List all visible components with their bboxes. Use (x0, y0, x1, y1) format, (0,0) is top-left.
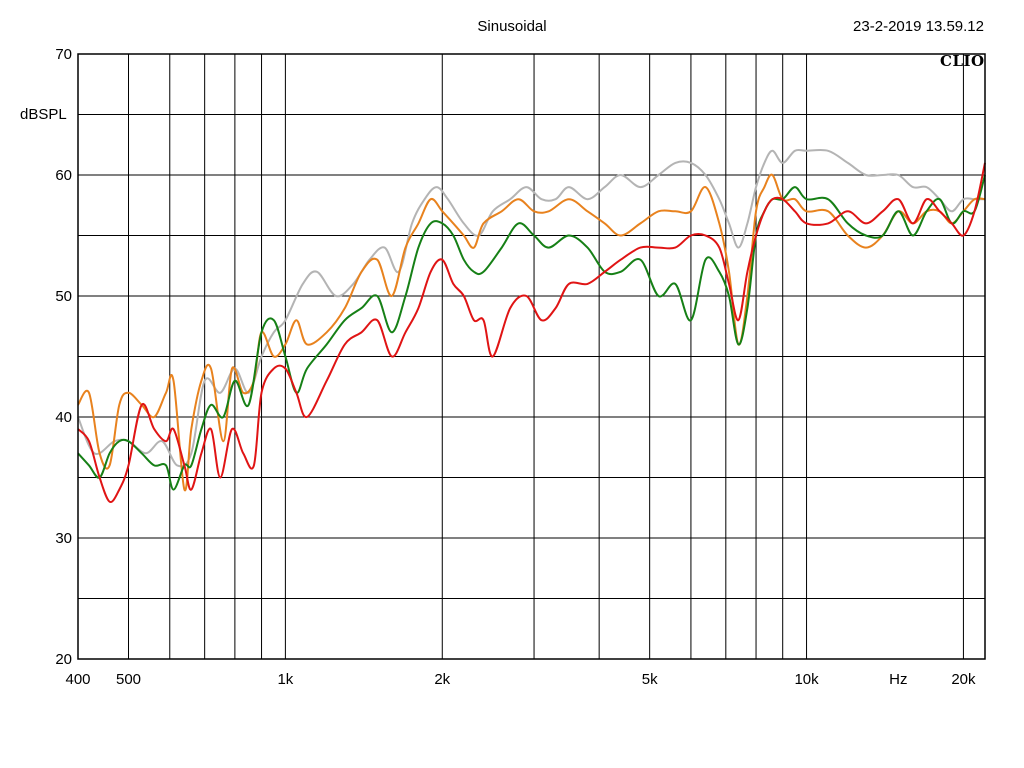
y-tick-label: 20 (55, 651, 72, 668)
x-tick-labels: 400 500 1k 2k 5k 10k 20k Hz (65, 671, 976, 688)
series-line-2 (77, 173, 986, 492)
x-tick-label: 400 (65, 671, 90, 688)
y-tick-label: 50 (55, 288, 72, 305)
series-line-1 (77, 148, 985, 468)
x-axis-unit: Hz (889, 671, 907, 688)
y-tick-label: 40 (55, 409, 72, 426)
y-axis-label: dBSPL (20, 106, 67, 123)
x-tick-label: 5k (642, 671, 658, 688)
y-tick-label: 60 (55, 167, 72, 184)
x-tick-label: 500 (116, 671, 141, 688)
y-tick-labels: 20 30 40 50 60 70 (55, 46, 72, 668)
y-tick-label: 70 (55, 46, 72, 63)
x-tick-label: 20k (951, 671, 976, 688)
y-tick-label: 30 (55, 530, 72, 547)
grid (78, 54, 985, 659)
chart-title: Sinusoidal (477, 18, 547, 35)
x-tick-label: 2k (434, 671, 450, 688)
x-tick-label: 10k (794, 671, 819, 688)
series-line-4 (77, 162, 986, 503)
x-tick-label: 1k (277, 671, 293, 688)
plot-frame (77, 53, 986, 660)
series-lines (77, 148, 986, 503)
timestamp: 23-2-2019 13.59.12 (853, 18, 984, 35)
series-line-3 (77, 174, 986, 491)
brand-logo: CLIO (940, 52, 985, 70)
